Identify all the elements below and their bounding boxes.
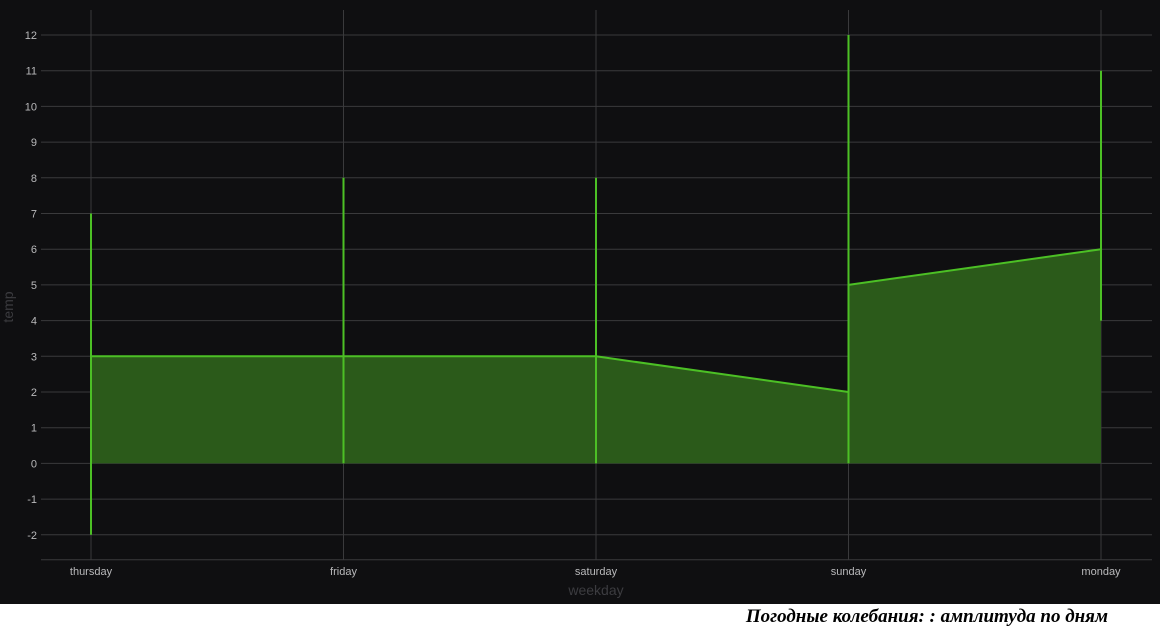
- y-tick-label: 0: [31, 458, 37, 470]
- y-tick-label: -1: [27, 494, 37, 506]
- chart-panel: -2 -1 0 1 2 3 4 5 6 7 8 9 10 11 12 thursday friday saturd…: [0, 0, 1160, 604]
- y-tick-label: 12: [25, 30, 37, 42]
- y-tick-label: 3: [31, 351, 37, 363]
- x-tick-label: monday: [1081, 566, 1121, 578]
- y-axis-title: temp: [0, 291, 16, 322]
- y-tick-label: 5: [31, 280, 37, 292]
- y-tick-label: 10: [25, 101, 37, 113]
- y-tick-label: -2: [27, 530, 37, 542]
- chart-caption: Погодные колебания: : амплитуда по дням: [745, 606, 1108, 627]
- y-tick-label: 4: [31, 316, 37, 328]
- series-line-segment: [595, 355, 849, 393]
- y-tick-label: 2: [31, 387, 37, 399]
- y-tick-label: 8: [31, 173, 37, 185]
- area-segment: [343, 356, 596, 464]
- x-tick-label: friday: [330, 566, 357, 578]
- area-segment: [596, 356, 849, 464]
- area-segment: [848, 249, 1101, 464]
- y-tick-label: 9: [31, 137, 37, 149]
- y-tick-label: 1: [31, 423, 37, 435]
- x-tick-label: thursday: [70, 566, 113, 578]
- area-segment: [91, 356, 344, 464]
- x-axis-title: weekday: [567, 582, 623, 598]
- x-tick-label: sunday: [831, 566, 867, 578]
- y-tick-label: 7: [31, 209, 37, 221]
- y-tick-label: 6: [31, 244, 37, 256]
- area-layer: [91, 249, 1101, 464]
- series-line-segment: [848, 248, 1102, 286]
- x-tick-label: saturday: [575, 566, 618, 578]
- y-tick-label: 11: [26, 66, 37, 78]
- line-layer: [91, 248, 1102, 393]
